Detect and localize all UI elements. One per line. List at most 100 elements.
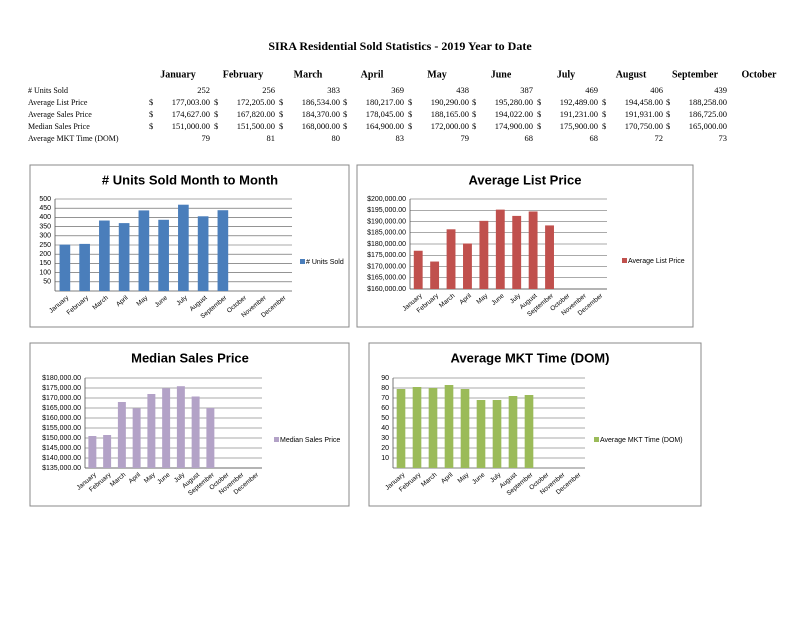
legend-swatch: [594, 437, 599, 442]
bar: [430, 261, 440, 289]
cell-value: 256: [262, 85, 275, 95]
y-tick-label: $140,000.00: [42, 455, 81, 462]
y-tick-label: $155,000.00: [42, 425, 81, 432]
column-header: June: [491, 69, 512, 80]
cell-value: 469: [585, 85, 598, 95]
bar: [512, 215, 522, 289]
cell-currency: $: [279, 121, 283, 131]
bar: [476, 400, 486, 468]
chart-frame: [356, 164, 694, 328]
column-header: September: [672, 69, 719, 80]
y-tick-label: $195,000.00: [367, 207, 406, 214]
cell-value: 174,900.00: [495, 121, 533, 131]
bar: [103, 435, 112, 468]
cell-value: 406: [650, 85, 663, 95]
cell-currency: $: [214, 109, 218, 119]
y-tick-label: 20: [381, 445, 389, 452]
cell-currency: $: [666, 97, 670, 107]
y-tick-label: 40: [381, 425, 389, 432]
column-header: February: [223, 69, 264, 80]
bar: [99, 220, 110, 291]
cell-value: 188,165.00: [431, 109, 469, 119]
bar: [118, 223, 130, 291]
cell-value: 192,489.00: [560, 97, 598, 107]
y-tick-label: $160,000.00: [42, 415, 81, 422]
cell-value: 81: [267, 133, 276, 143]
cell-value: 387: [520, 85, 533, 95]
bar: [191, 396, 200, 468]
cell-currency: $: [537, 121, 541, 131]
cell-value: 439: [714, 85, 727, 95]
bar: [396, 389, 406, 468]
column-header: January: [160, 69, 196, 80]
y-tick-label: 90: [381, 375, 389, 382]
legend-swatch: [622, 258, 627, 263]
y-tick-label: $150,000.00: [42, 435, 81, 442]
cell-value: 369: [391, 85, 404, 95]
y-tick-label: 500: [39, 196, 51, 203]
cell-value: 83: [396, 133, 405, 143]
cell-value: 188,258.00: [689, 97, 727, 107]
cell-currency: $: [472, 109, 476, 119]
y-tick-label: 50: [43, 279, 51, 286]
legend-label: Median Sales Price: [280, 437, 340, 444]
cell-value: 195,280.00: [495, 97, 533, 107]
cell-currency: $: [602, 97, 606, 107]
bar: [446, 229, 456, 289]
y-tick-label: 400: [39, 214, 51, 221]
cell-currency: $: [214, 121, 218, 131]
cell-value: 184,370.00: [302, 109, 340, 119]
cell-value: 170,750.00: [625, 121, 663, 131]
y-tick-label: 150: [39, 260, 51, 267]
y-tick-label: $200,000.00: [367, 196, 406, 203]
y-tick-label: 80: [381, 385, 389, 392]
column-header: October: [742, 69, 778, 80]
cell-value: 164,900.00: [366, 121, 404, 131]
cell-value: 151,500.00: [237, 121, 275, 131]
cell-value: 186,725.00: [689, 109, 727, 119]
cell-currency: $: [343, 109, 347, 119]
cell-value: 191,931.00: [625, 109, 663, 119]
cell-currency: $: [472, 97, 476, 107]
cell-currency: $: [602, 109, 606, 119]
row-label: # Units Sold: [28, 86, 68, 95]
bar: [413, 250, 423, 289]
y-tick-label: $165,000.00: [367, 275, 406, 282]
cell-value: 68: [590, 133, 599, 143]
bar: [463, 243, 472, 289]
column-header: May: [427, 69, 446, 80]
bar: [217, 210, 229, 291]
y-tick-label: $190,000.00: [367, 218, 406, 225]
chart-title: Average MKT Time (DOM): [451, 350, 610, 365]
cell-value: 190,290.00: [431, 97, 469, 107]
bar: [206, 408, 215, 468]
bar: [88, 436, 97, 468]
column-header: August: [616, 69, 647, 80]
row-label: Median Sales Price: [28, 122, 90, 131]
cell-value: 172,205.00: [237, 97, 275, 107]
cell-value: 383: [327, 85, 340, 95]
cell-value: 186,534.00: [302, 97, 340, 107]
cell-currency: $: [343, 121, 347, 131]
cell-value: 172,000.00: [431, 121, 469, 131]
row-label: Average MKT Time (DOM): [28, 134, 119, 143]
cell-currency: $: [279, 97, 283, 107]
document-title: SIRA Residential Sold Statistics - 2019 …: [268, 39, 532, 53]
cell-value: 175,900.00: [560, 121, 598, 131]
cell-value: 194,022.00: [495, 109, 533, 119]
y-tick-label: 50: [381, 415, 389, 422]
chart-frame: [368, 342, 702, 507]
cell-currency: $: [666, 109, 670, 119]
y-tick-label: $170,000.00: [367, 263, 406, 270]
cell-currency: $: [408, 97, 412, 107]
row-label: Average Sales Price: [28, 110, 92, 119]
column-header: July: [557, 69, 575, 80]
bar: [158, 219, 169, 291]
cell-value: 165,000.00: [689, 121, 727, 131]
bar: [524, 395, 534, 468]
cell-currency: $: [537, 97, 541, 107]
cell-value: 79: [461, 133, 470, 143]
y-tick-label: 30: [381, 435, 389, 442]
cell-currency: $: [149, 109, 153, 119]
